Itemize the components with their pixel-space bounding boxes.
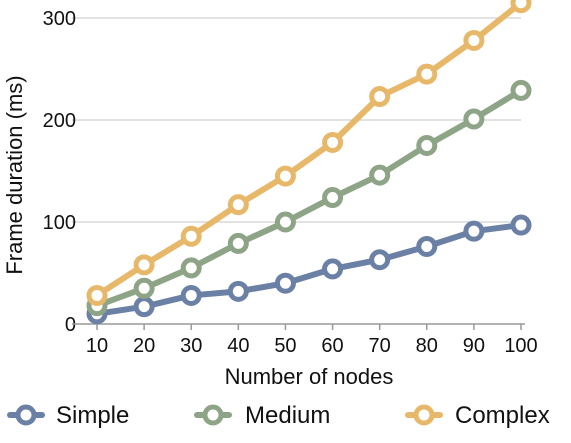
legend-marker-simple (15, 404, 37, 426)
data-point-simple (227, 280, 249, 302)
x-tick-label: 60 (321, 335, 343, 357)
data-point-simple (463, 220, 485, 242)
grid-lines (72, 17, 521, 223)
series-complex (86, 0, 532, 306)
legend-label-simple: Simple (56, 402, 129, 429)
data-point-simple (322, 258, 344, 280)
data-point-medium (416, 135, 438, 156)
y-axis-title: Frame duration (ms) (2, 75, 27, 274)
x-tick-label: 20 (133, 335, 155, 357)
x-tick-label: 90 (463, 335, 485, 357)
legend-item-medium: Medium (194, 402, 330, 429)
y-tick-label: 0 (65, 314, 76, 336)
data-point-medium (133, 277, 155, 299)
series-simple (86, 214, 532, 325)
data-point-medium (274, 211, 296, 233)
data-point-complex (369, 86, 391, 108)
data-point-medium (369, 164, 391, 186)
x-tick-label: 10 (86, 335, 108, 357)
data-point-complex (416, 63, 438, 85)
x-tick-label: 100 (504, 335, 537, 357)
legend-label-complex: Complex (455, 402, 550, 429)
x-tick-label: 70 (369, 335, 391, 357)
data-point-complex (510, 0, 532, 14)
legend: Simple Medium Complex (7, 402, 550, 429)
legend-marker-medium (202, 404, 224, 426)
data-point-simple (510, 214, 532, 236)
series-line-complex (94, 0, 524, 299)
data-point-medium (322, 187, 344, 209)
series-line-simple (94, 222, 524, 317)
data-point-medium (463, 108, 485, 130)
x-axis-title: Number of nodes (225, 364, 394, 389)
data-point-medium (227, 232, 249, 254)
y-tick-label: 300 (43, 8, 76, 30)
axis-labels: Frame duration (ms) Number of nodes (2, 75, 393, 389)
series-lines (86, 0, 532, 325)
legend-item-simple: Simple (7, 402, 129, 429)
data-point-simple (133, 296, 155, 318)
data-point-medium (180, 257, 202, 279)
series-line-medium (94, 87, 524, 309)
data-point-complex (180, 225, 202, 247)
legend-item-complex: Complex (405, 402, 550, 429)
x-tick-label: 50 (274, 335, 296, 357)
data-point-medium (510, 79, 532, 101)
y-tick-label: 200 (43, 110, 76, 132)
data-point-complex (274, 165, 296, 187)
axes: 0 100 200 300 10 20 30 40 50 60 70 80 90 100 (43, 8, 538, 357)
data-point-simple (416, 235, 438, 257)
legend-label-medium: Medium (245, 402, 330, 429)
x-tick-label: 40 (227, 335, 249, 357)
x-tick-label: 30 (180, 335, 202, 357)
x-tick-label: 80 (416, 335, 438, 357)
data-point-simple (369, 249, 391, 271)
data-point-simple (180, 284, 202, 306)
data-point-simple (274, 272, 296, 294)
data-point-complex (86, 284, 108, 306)
data-point-complex (133, 254, 155, 276)
data-point-complex (463, 29, 485, 51)
y-tick-label: 100 (43, 212, 76, 234)
legend-marker-complex (413, 404, 435, 426)
data-point-complex (227, 194, 249, 216)
data-point-complex (322, 131, 344, 153)
